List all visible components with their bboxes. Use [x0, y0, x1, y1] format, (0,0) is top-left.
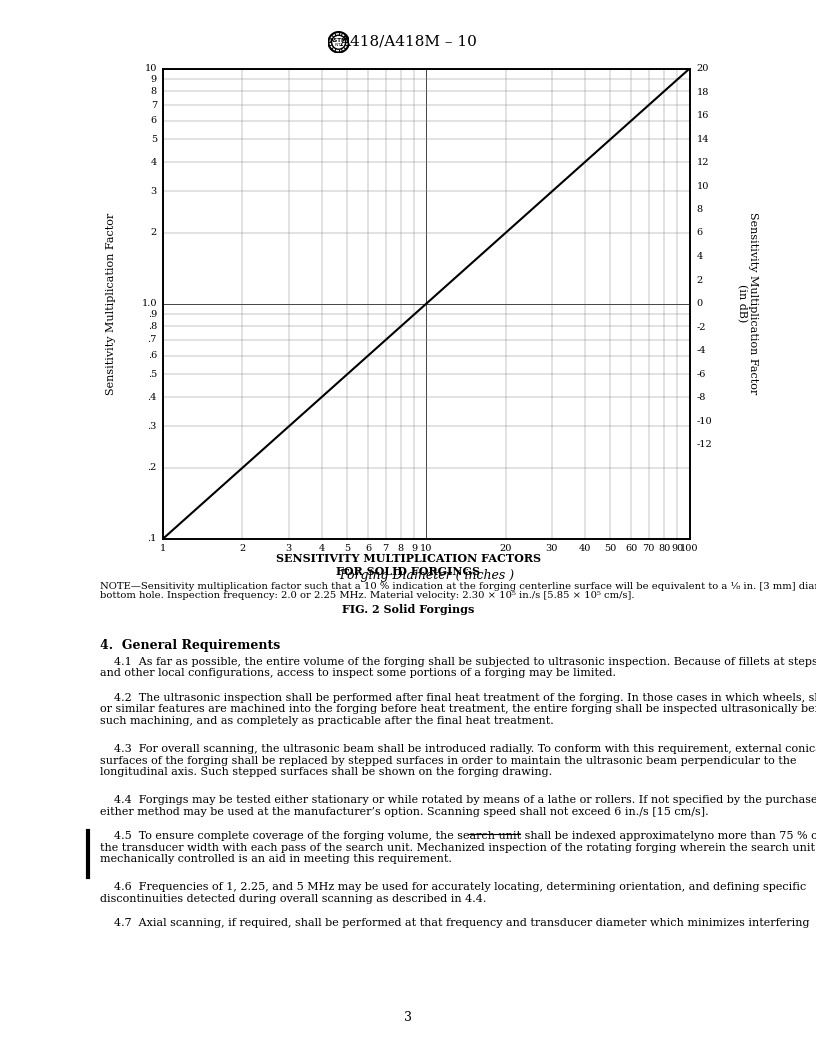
Text: 3: 3 [286, 544, 292, 553]
Text: -2: -2 [696, 323, 706, 332]
Text: 6: 6 [151, 116, 157, 126]
Text: 100: 100 [681, 544, 698, 553]
Text: .5: .5 [148, 370, 157, 379]
Text: .6: .6 [148, 352, 157, 360]
Text: .8: .8 [148, 322, 157, 331]
Text: 9: 9 [411, 544, 417, 553]
Text: 20: 20 [499, 544, 512, 553]
Text: SENSITIVITY MULTIPLICATION FACTORS: SENSITIVITY MULTIPLICATION FACTORS [276, 553, 540, 564]
Text: 70: 70 [642, 544, 655, 553]
Text: 4.4  Forgings may be tested either stationary or while rotated by means of a lat: 4.4 Forgings may be tested either statio… [100, 795, 816, 816]
Text: 10: 10 [696, 182, 709, 191]
Text: 8: 8 [151, 87, 157, 96]
Text: .1: .1 [148, 534, 157, 543]
Text: 7: 7 [151, 100, 157, 110]
Text: .9: .9 [148, 309, 157, 319]
Text: 8: 8 [696, 205, 703, 214]
Text: -4: -4 [696, 346, 706, 355]
Text: -10: -10 [696, 417, 712, 426]
Text: 3: 3 [404, 1012, 412, 1024]
Text: 50: 50 [604, 544, 616, 553]
Text: 2: 2 [696, 276, 703, 285]
Text: 30: 30 [546, 544, 558, 553]
Text: 5: 5 [151, 135, 157, 144]
Text: 90: 90 [672, 544, 684, 553]
Text: INTL: INTL [335, 43, 343, 46]
Text: 80: 80 [658, 544, 670, 553]
Text: Forging Diameter ( inches ): Forging Diameter ( inches ) [339, 569, 514, 582]
Text: Sensitivity Multiplication Factor: Sensitivity Multiplication Factor [105, 212, 116, 395]
Text: FOR SOLID FORGINGS: FOR SOLID FORGINGS [336, 566, 480, 577]
Text: 40: 40 [579, 544, 591, 553]
Text: 4: 4 [151, 157, 157, 167]
Text: 1: 1 [160, 544, 166, 553]
Text: 4.6  Frequencies of 1, 2.25, and 5 MHz may be used for accurately locating, dete: 4.6 Frequencies of 1, 2.25, and 5 MHz ma… [100, 883, 807, 904]
Text: -8: -8 [696, 393, 706, 402]
Text: 2: 2 [151, 228, 157, 238]
Text: 20: 20 [696, 64, 709, 73]
Text: bottom hole. Inspection frequency: 2.0 or 2.25 MHz. Material velocity: 2.30 × 10: bottom hole. Inspection frequency: 2.0 o… [100, 591, 635, 601]
Text: 10: 10 [420, 544, 432, 553]
Text: 4.5  To ensure complete coverage of the forging volume, the search unit shall be: 4.5 To ensure complete coverage of the f… [100, 831, 816, 864]
Text: 10: 10 [144, 64, 157, 73]
Text: 2: 2 [239, 544, 246, 553]
Text: 4.2  The ultrasonic inspection shall be performed after final heat treatment of : 4.2 The ultrasonic inspection shall be p… [100, 693, 816, 725]
Text: 4.3  For overall scanning, the ultrasonic beam shall be introduced radially. To : 4.3 For overall scanning, the ultrasonic… [100, 743, 816, 777]
Text: NOTE—Sensitivity multiplication factor such that a 10 % indication at the forgin: NOTE—Sensitivity multiplication factor s… [100, 582, 816, 591]
Text: 4: 4 [318, 544, 325, 553]
Text: 16: 16 [696, 111, 709, 120]
Text: 1.0: 1.0 [141, 299, 157, 308]
Text: .4: .4 [148, 393, 157, 401]
Text: 12: 12 [696, 158, 709, 167]
Text: 9: 9 [151, 75, 157, 83]
Text: 4.7  Axial scanning, if required, shall be performed at that frequency and trans: 4.7 Axial scanning, if required, shall b… [100, 919, 809, 928]
Text: Sensitivity Multiplication Factor
(in dB): Sensitivity Multiplication Factor (in dB… [736, 212, 758, 395]
Text: 8: 8 [397, 544, 404, 553]
Text: 18: 18 [696, 88, 709, 97]
Text: A418/A418M – 10: A418/A418M – 10 [339, 35, 477, 49]
Text: 4: 4 [696, 252, 703, 261]
Text: 6: 6 [696, 228, 703, 238]
Text: 3: 3 [151, 187, 157, 196]
Text: 5: 5 [344, 544, 350, 553]
Text: 14: 14 [696, 134, 709, 144]
Text: ASTM: ASTM [330, 38, 348, 43]
Text: 4.1  As far as possible, the entire volume of the forging shall be subjected to : 4.1 As far as possible, the entire volum… [100, 657, 816, 678]
Text: 60: 60 [625, 544, 637, 553]
Text: .2: .2 [148, 464, 157, 472]
Text: 6: 6 [365, 544, 371, 553]
Text: FIG. 2 Solid Forgings: FIG. 2 Solid Forgings [342, 604, 474, 615]
Text: 7: 7 [383, 544, 388, 553]
Text: 0: 0 [696, 299, 703, 308]
Text: -6: -6 [696, 370, 706, 379]
Text: .7: .7 [148, 336, 157, 344]
Text: 4.  General Requirements: 4. General Requirements [100, 639, 281, 652]
Text: .3: .3 [148, 422, 157, 431]
Text: -12: -12 [696, 440, 712, 449]
